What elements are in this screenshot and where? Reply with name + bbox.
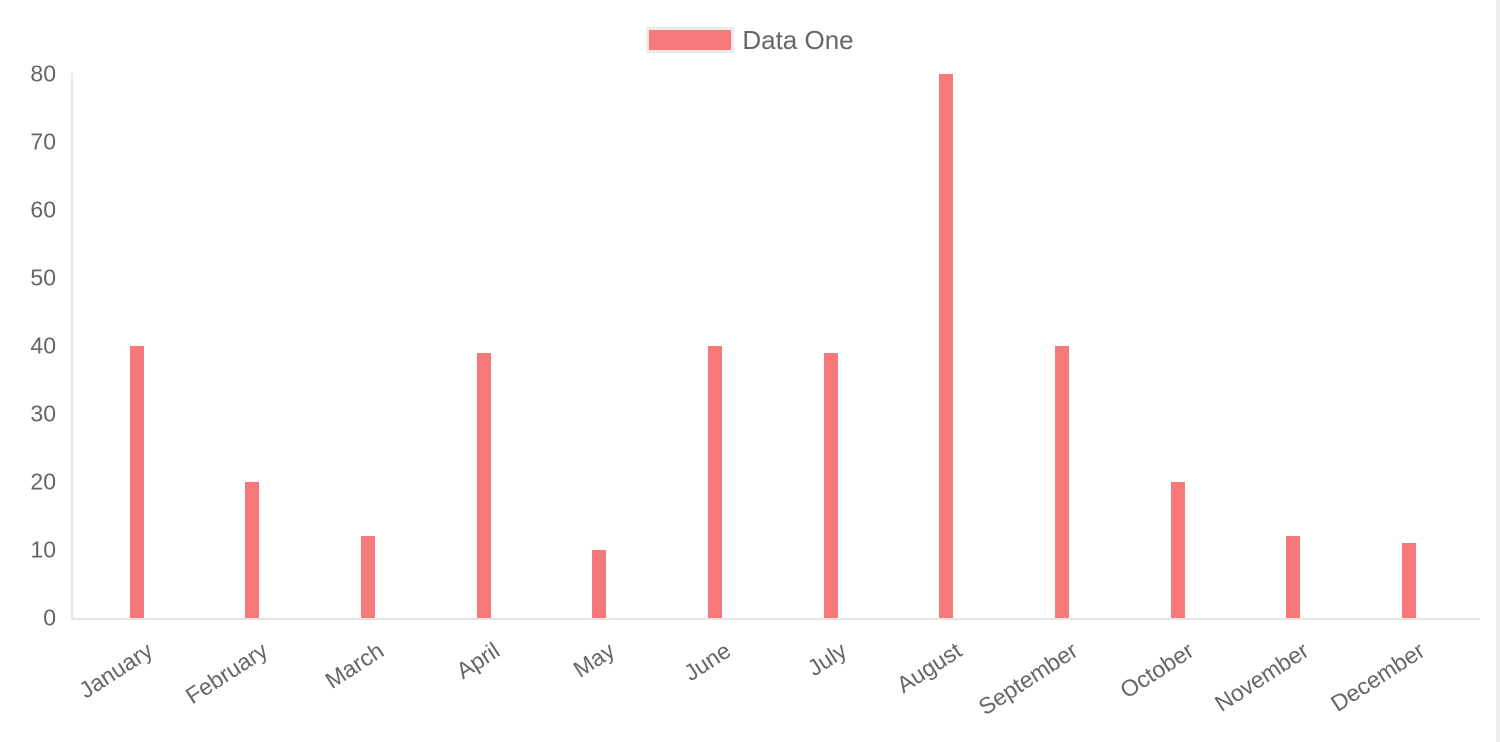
x-axis-line [71, 618, 1480, 620]
bar-july[interactable] [823, 352, 838, 618]
y-axis-line [71, 73, 73, 620]
y-tick-label: 40 [30, 332, 56, 359]
bar-february[interactable] [245, 482, 260, 618]
y-tick-label: 30 [30, 400, 56, 427]
y-tick-label: 20 [30, 468, 56, 495]
scrollbar-track[interactable] [1496, 0, 1500, 742]
y-tick-label: 70 [30, 128, 56, 155]
y-tick-label: 60 [30, 196, 56, 223]
y-tick-label: 10 [30, 536, 56, 563]
bar-april[interactable] [476, 352, 491, 618]
bar-march[interactable] [361, 536, 376, 618]
bar-november[interactable] [1286, 536, 1301, 618]
bar-august[interactable] [939, 74, 954, 618]
y-tick-label: 0 [43, 604, 56, 631]
bar-october[interactable] [1170, 482, 1185, 618]
bar-january[interactable] [129, 346, 144, 618]
y-tick-label: 80 [30, 60, 56, 87]
bar-december[interactable] [1401, 543, 1416, 618]
y-tick-label: 50 [30, 264, 56, 291]
chart-legend-item[interactable]: Data One [0, 27, 1500, 53]
legend-color-swatch [646, 27, 735, 53]
bar-may[interactable] [592, 550, 607, 618]
legend-label: Data One [742, 25, 854, 55]
bar-june[interactable] [708, 346, 723, 618]
bar-september[interactable] [1055, 346, 1070, 618]
